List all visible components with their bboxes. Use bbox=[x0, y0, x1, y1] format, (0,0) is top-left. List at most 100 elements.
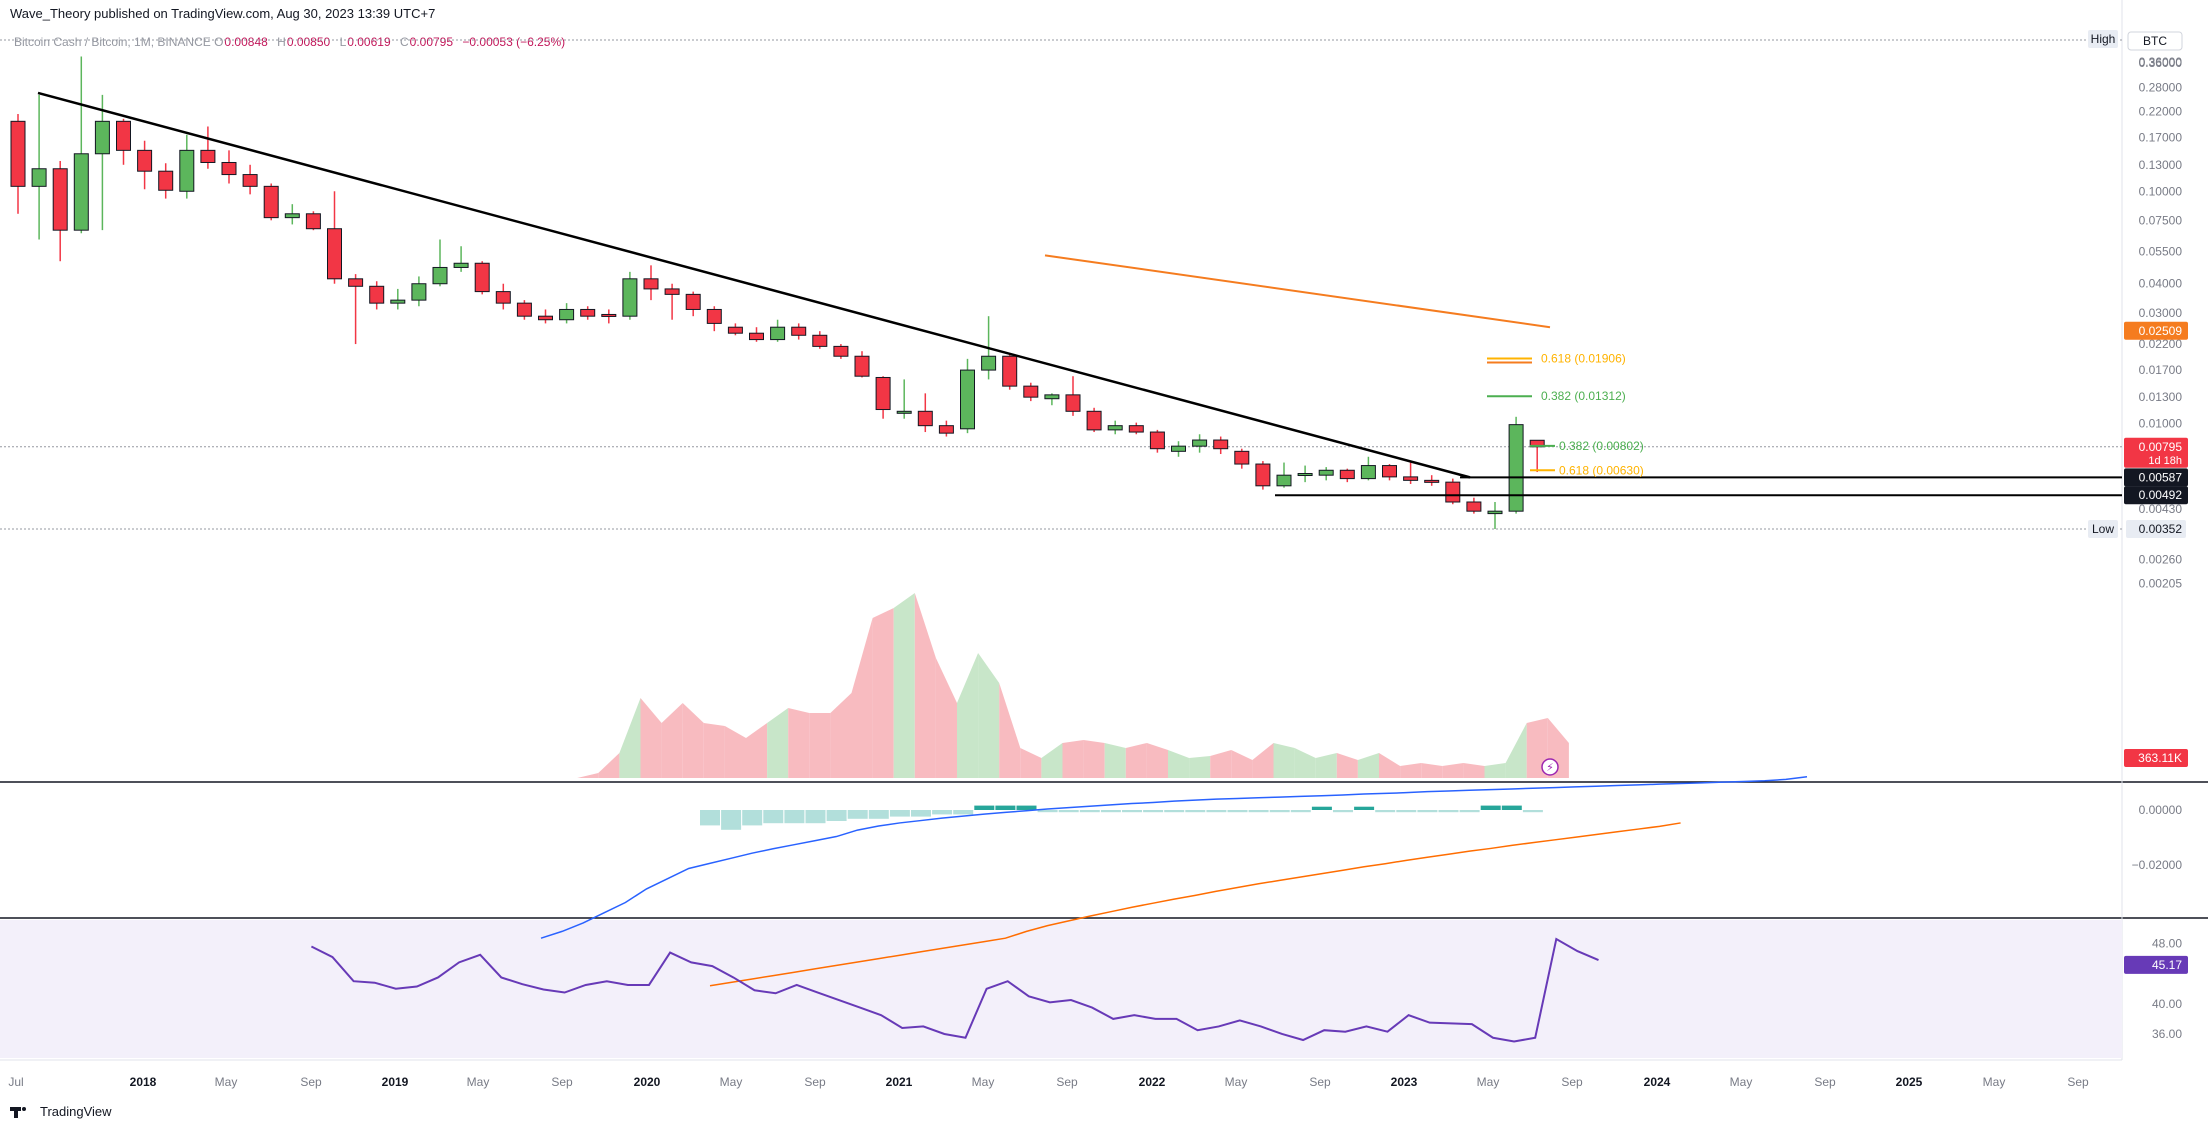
volume-area bbox=[1463, 763, 1485, 778]
macd-tick-label: −0.02000 bbox=[2132, 858, 2183, 872]
volume-area bbox=[598, 753, 620, 778]
candle-body bbox=[706, 308, 722, 324]
legend-close: 0.00795 bbox=[409, 35, 454, 49]
volume-area bbox=[788, 708, 810, 778]
candle-body bbox=[538, 315, 553, 321]
price-tick-label: 0.10000 bbox=[2139, 184, 2183, 198]
currency-badge-text: BTC bbox=[2143, 34, 2167, 48]
price-badge-text: 0.00587 bbox=[2139, 470, 2183, 484]
legend-c-label: C bbox=[399, 35, 409, 49]
macd-histogram-bar bbox=[868, 810, 889, 819]
candle-body bbox=[1002, 355, 1018, 387]
candle-body bbox=[875, 376, 891, 411]
volume-badge bbox=[2124, 749, 2188, 767]
candle-body bbox=[854, 355, 870, 377]
candle-body bbox=[516, 302, 532, 317]
flash-icon bbox=[1541, 758, 1559, 776]
macd-histogram-bar bbox=[932, 810, 953, 815]
candle-body bbox=[938, 425, 954, 434]
macd-histogram-bar bbox=[1248, 810, 1269, 813]
candle-body bbox=[453, 262, 469, 268]
macd-histogram-bar bbox=[1459, 810, 1480, 813]
macd-histogram-bar bbox=[1417, 810, 1438, 813]
price-tick-label: 0.04000 bbox=[2139, 277, 2183, 291]
candle-body bbox=[917, 410, 933, 427]
price-tick-label: 0.02200 bbox=[2139, 337, 2183, 351]
candle-body bbox=[833, 345, 849, 357]
legend-high: 0.00850 bbox=[286, 35, 331, 49]
macd-histogram-bar bbox=[911, 810, 931, 817]
macd-histogram-bar bbox=[742, 810, 763, 826]
macd-histogram-bar bbox=[1185, 810, 1206, 813]
candle-body bbox=[474, 262, 490, 293]
candle-body bbox=[263, 185, 279, 219]
volume-area bbox=[661, 703, 683, 778]
volume-area bbox=[1252, 743, 1274, 778]
fib-level-label: 0.382 (0.01312) bbox=[1541, 389, 1626, 403]
price-chart[interactable]: 0.618 (0.01906) 0.382 (0.01312) 0.382 (0.0… bbox=[0, 0, 2208, 1100]
volume-area bbox=[1083, 740, 1105, 778]
macd-histogram-bar bbox=[953, 810, 974, 815]
price-badge bbox=[2124, 468, 2188, 487]
candle-body bbox=[1445, 481, 1461, 503]
low-badge-label: Low bbox=[2092, 522, 2114, 536]
publisher-header: Wave_Theory published on TradingView.com… bbox=[10, 6, 436, 21]
price-tick-label: 0.00260 bbox=[2139, 553, 2183, 567]
candle-body bbox=[94, 120, 110, 155]
time-tick-label: 2022 bbox=[1139, 1075, 1166, 1089]
low-value-badge bbox=[2126, 520, 2186, 538]
macd-histogram-bar bbox=[847, 810, 868, 819]
macd-histogram-bar bbox=[1522, 810, 1543, 813]
volume-area bbox=[1294, 748, 1316, 778]
candle-body bbox=[327, 228, 342, 280]
volume-area bbox=[1442, 763, 1464, 778]
time-tick-label: Sep bbox=[1561, 1075, 1583, 1089]
candle-body bbox=[1086, 410, 1102, 431]
time-tick-label: 2019 bbox=[382, 1075, 409, 1089]
candle-body bbox=[52, 168, 68, 231]
price-tick-label: 0.05500 bbox=[2139, 245, 2183, 259]
macd-histogram-bar bbox=[784, 810, 805, 824]
flash-icon-glyph: ⚡ bbox=[1546, 761, 1554, 774]
volume-area bbox=[724, 726, 746, 778]
volume-area bbox=[682, 703, 704, 778]
candle-body bbox=[158, 170, 174, 191]
legend-low: 0.00619 bbox=[347, 35, 391, 49]
ohlc-legend: Bitcoin Cash / Bitcoin, 1M, BINANCE O0.0… bbox=[14, 35, 571, 49]
time-tick-label: 2018 bbox=[130, 1075, 157, 1089]
candle-body bbox=[116, 120, 131, 151]
volume-area bbox=[914, 593, 936, 778]
price-badge-text: 0.02509 bbox=[2139, 324, 2183, 338]
rsi-badge bbox=[2124, 955, 2188, 974]
time-tick-label: May bbox=[972, 1075, 995, 1089]
candle-body bbox=[31, 168, 47, 187]
volume-area bbox=[809, 713, 831, 778]
volume-area bbox=[577, 773, 599, 778]
time-tick-label: May bbox=[1983, 1075, 2006, 1089]
macd-histogram-bar bbox=[1016, 805, 1037, 810]
candle-body bbox=[411, 283, 427, 301]
volume-area bbox=[999, 683, 1021, 778]
candle-body bbox=[1297, 473, 1313, 477]
volume-area bbox=[1357, 753, 1379, 778]
descending-trendline bbox=[37, 91, 1471, 479]
price-tick-label: 0.28000 bbox=[2139, 80, 2183, 94]
price-tick-label: 0.00205 bbox=[2139, 577, 2183, 591]
rsi-badge-text: 45.17 bbox=[2152, 958, 2182, 972]
volume-area bbox=[935, 658, 957, 778]
macd-histogram-bar bbox=[1311, 806, 1332, 810]
candle-body bbox=[1255, 463, 1271, 487]
price-tick-label: 0.03000 bbox=[2139, 306, 2183, 320]
legend-symbol: Bitcoin Cash / Bitcoin, 1M, BINANCE bbox=[14, 35, 211, 49]
macd-histogram-bar bbox=[1480, 805, 1501, 810]
candle-body bbox=[1171, 445, 1186, 452]
footer-brand: TradingView bbox=[40, 1104, 112, 1119]
candle-body bbox=[727, 326, 743, 334]
candle-body bbox=[1360, 465, 1376, 480]
time-tick-label: 2021 bbox=[886, 1075, 913, 1089]
tradingview-logo-icon bbox=[10, 1105, 34, 1119]
volume-area bbox=[893, 593, 915, 778]
volume-area bbox=[1336, 753, 1358, 778]
rsi-tick-label: 48.00 bbox=[2152, 937, 2182, 951]
candle-body bbox=[242, 174, 258, 187]
